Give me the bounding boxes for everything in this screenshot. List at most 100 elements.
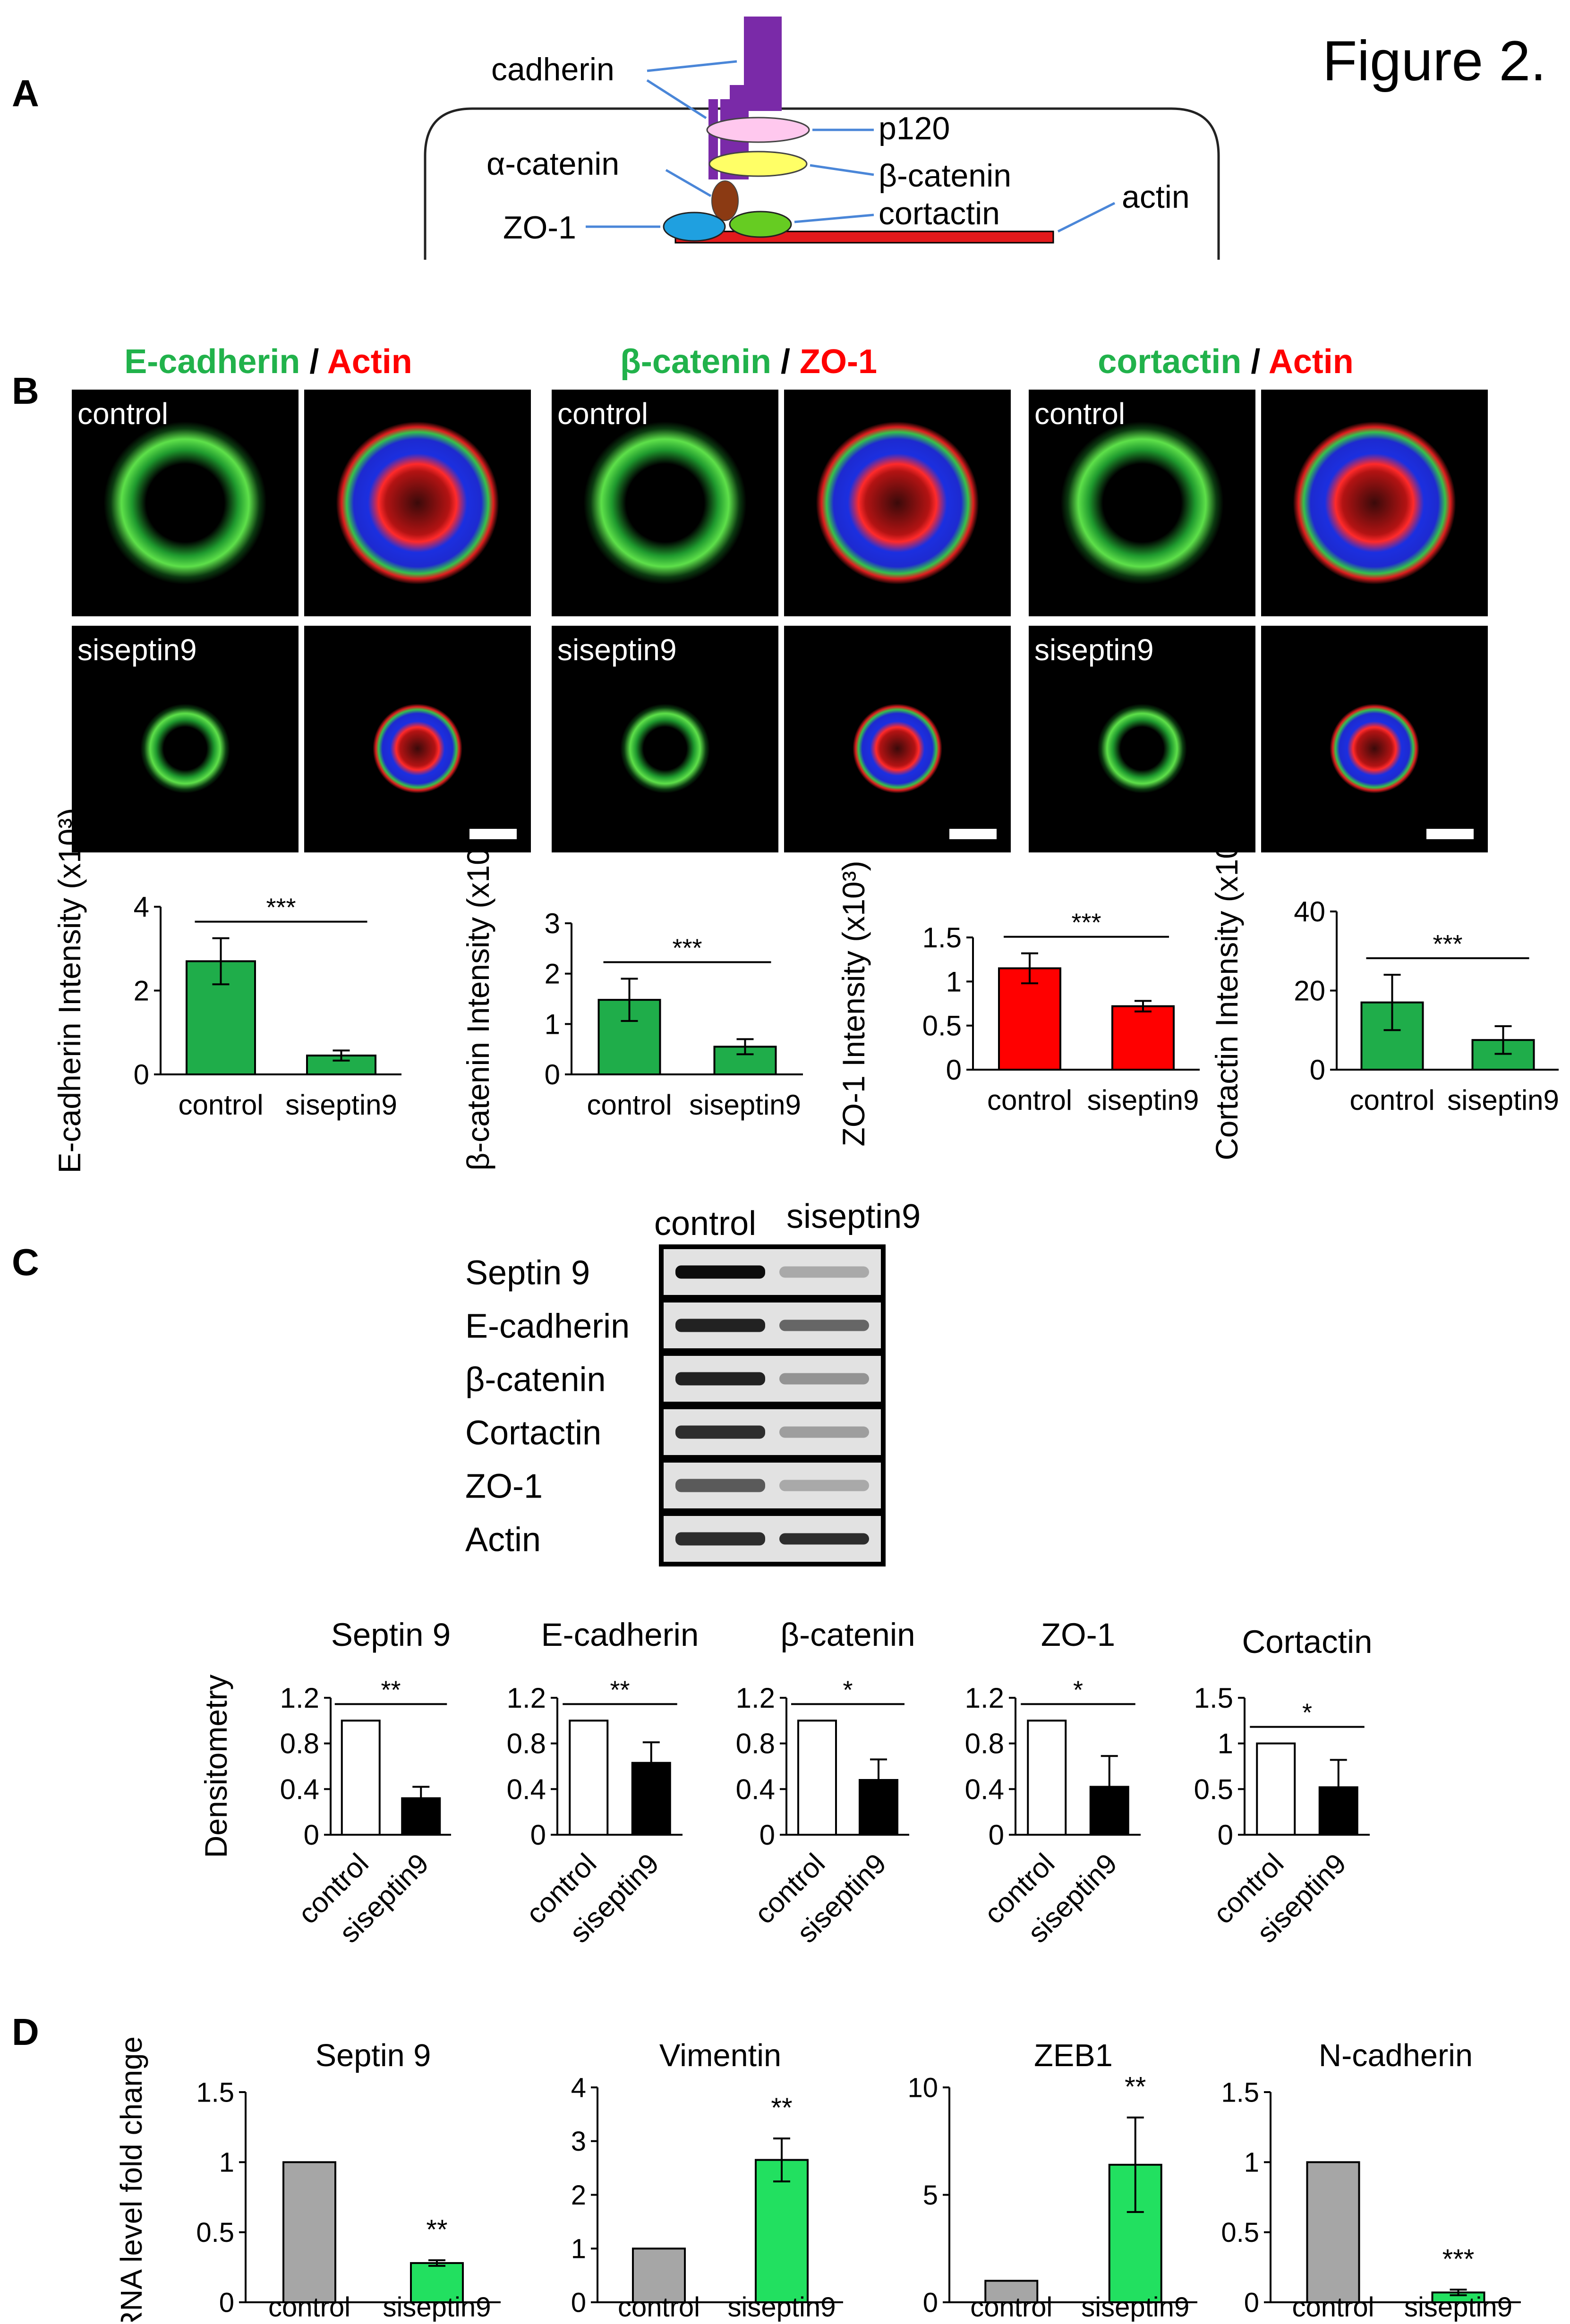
y-tick-label: 0.5 [1194,1773,1233,1805]
blot-band-control [675,1265,765,1279]
y-tick-label: 5 [923,2180,938,2211]
actin-label: actin [1122,179,1190,215]
significance-label: ** [610,1676,630,1704]
significance-label: * [1302,1699,1312,1727]
y-tick-label: 1 [946,966,962,997]
significance-label: *** [1442,2244,1475,2274]
blot-band-siseptin9 [779,1319,869,1331]
panel-letter-d: D [12,2011,39,2053]
significance-label: *** [266,894,296,922]
significance-label: *** [672,934,702,962]
cadherin-arrow-extracellular [647,60,737,72]
bar-chart: 0 1 2 3 4 control siseptin9 ** Vimentin [571,2038,843,2323]
y-tick-label: 2 [571,2180,586,2211]
header-1-green: E-cadherin [124,343,300,381]
merged-channel-image [784,626,1011,852]
y-tick-label: 20 [1294,975,1325,1007]
y-tick-label: 1.2 [965,1682,1004,1714]
cortactin-label: cortactin [879,196,1000,231]
bar [755,2159,809,2303]
chart-title: Vimentin [659,2038,781,2073]
header-2-sep: / [771,343,800,381]
bar [1027,1720,1067,1836]
x-category-label: siseptin9 [383,2292,491,2322]
y-tick-label: 10 [907,2072,938,2103]
y-tick-label: 2 [134,975,149,1007]
y-tick-label: 1 [219,2147,234,2178]
blot-band-siseptin9 [779,1266,869,1278]
y-tick-label: 0 [759,1819,775,1851]
y-tick-label: 0.5 [196,2217,234,2248]
blot-band-control [675,1319,765,1332]
x-category-label: control [1292,2292,1374,2322]
y-tick-label: 0.4 [736,1773,775,1805]
chart-title: N-cadherin [1319,2038,1473,2073]
panel-letter-a: A [12,72,39,114]
bar-chart: 0 0.5 1 1.5 control siseptin9 *** ZO-1 Intensit… [836,860,1200,1147]
chart-title: ZO-1 [1041,1617,1115,1653]
significance-label: ** [381,1676,401,1704]
lane-label-control: control [654,1205,756,1243]
bar [797,1720,837,1836]
scale-bar [949,829,997,839]
merged-channel-image [304,390,531,616]
image-row-label: control [1034,397,1126,431]
y-axis-label: β-catenin Intensity (x10³) [461,827,495,1171]
merged-channel-image [304,626,531,852]
y-tick-label: 0.4 [507,1773,546,1805]
y-tick-label: 0 [530,1819,546,1851]
bar [998,967,1061,1071]
beta-catenin-shape [708,151,808,177]
bar-chart: 0 20 40 control siseptin9 *** Cortactin Intens… [1209,821,1559,1160]
header-3-green: cortactin [1098,343,1241,381]
blot-band-siseptin9 [779,1426,869,1438]
y-tick-label: 0 [946,1054,962,1086]
beta-catenin-arrow [810,164,874,176]
significance-label: ** [426,2214,447,2245]
image-row-label: siseptin9 [557,633,677,667]
blot-row-label: Actin [465,1521,541,1559]
chart-title: Septin 9 [316,2038,431,2073]
y-tick-label: 0.4 [965,1773,1004,1805]
merged-channel-image [1261,390,1488,616]
blot-band-siseptin9 [779,1480,869,1491]
green-channel-image: siseptin9 [552,626,778,852]
y-tick-label: 0.4 [280,1773,319,1805]
green-channel-image: siseptin9 [1029,626,1255,852]
x-category-label: control [587,1089,672,1121]
y-tick-label: 40 [1294,896,1325,928]
image-row-label: control [557,397,648,431]
bar-chart: 0 1 2 3 control siseptin9 *** β-catenin Intensi… [461,827,803,1171]
bar-chart: 0 2 4 control siseptin9 *** E-cadherin Intensi… [52,808,401,1174]
significance-label: * [1073,1676,1083,1704]
green-channel-image: siseptin9 [72,626,299,852]
blot-row-label: Septin 9 [465,1254,590,1292]
y-tick-label: 1.2 [280,1682,319,1714]
bar-chart: 0 0.5 1 1.5 control siseptin9 ** Septin 9 mRNA l… [114,2036,501,2324]
lane-label-siseptin9: siseptin9 [786,1198,921,1235]
blot-row-label: ZO-1 [465,1468,543,1506]
y-tick-label: 0 [989,1819,1004,1851]
significance-label: *** [1433,930,1462,958]
y-tick-label: 0.8 [280,1728,319,1760]
alpha-catenin-label: α-catenin [486,146,619,182]
bar [341,1720,381,1836]
alpha-catenin-arrow [665,169,712,197]
panel-b-header-2: β-catenin / ZO-1 [620,343,877,381]
cortactin-arrow [794,213,874,223]
y-tick-label: 1.2 [507,1682,546,1714]
y-tick-label: 1.5 [1221,2077,1259,2108]
blot-band-siseptin9 [779,1533,869,1545]
y-tick-label: 1 [545,1008,560,1040]
significance-label: ** [1125,2072,1146,2103]
y-axis-label: Densitometry [198,1675,233,1858]
image-row-label: control [77,397,169,431]
bar [1111,1005,1175,1071]
y-tick-label: 0 [545,1059,560,1090]
y-tick-label: 1.5 [1194,1682,1233,1714]
